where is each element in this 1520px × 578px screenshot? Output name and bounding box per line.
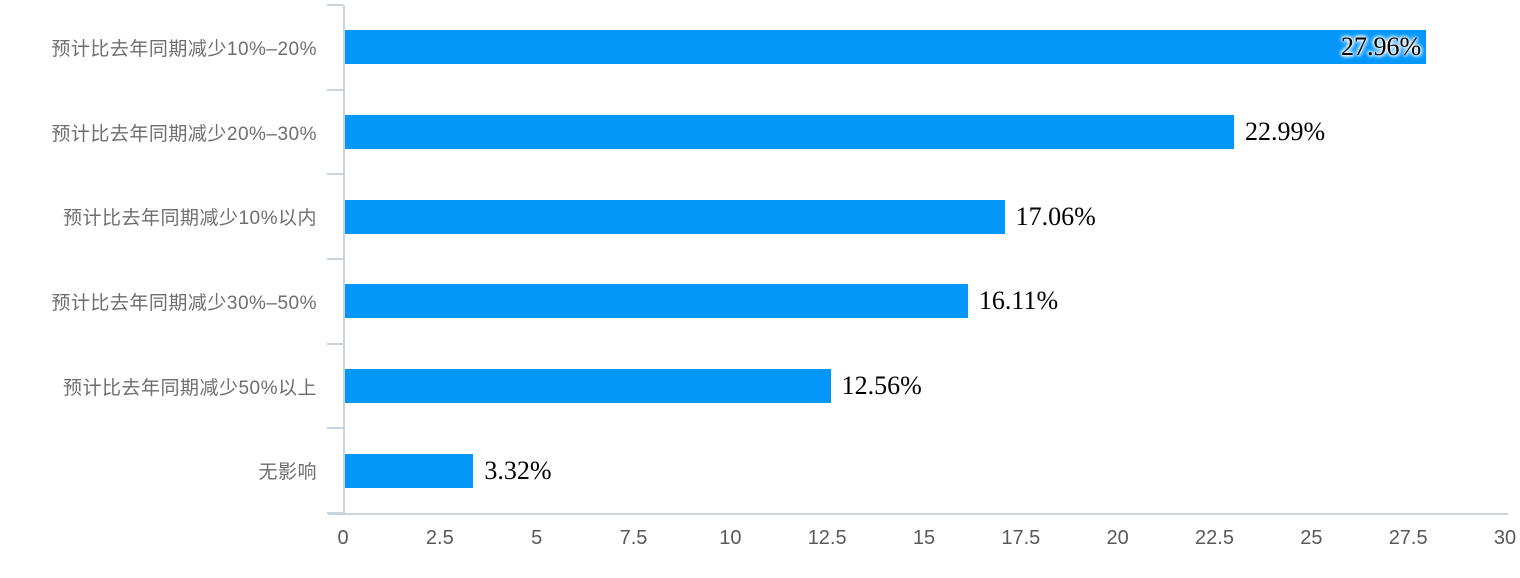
x-tick-label: 12.5 bbox=[807, 527, 847, 549]
category-label: 无影响 bbox=[258, 462, 317, 484]
x-axis-tick-labels: 0 2.5 5 7.5 10 12.5 15 17.5 20 22.5 25 27.5 30 bbox=[337, 521, 1516, 555]
bar-row: 12.56% bbox=[345, 344, 1505, 429]
bar bbox=[345, 369, 831, 404]
x-tick-label: 2.5 bbox=[425, 527, 454, 549]
x-tick-label: 10 bbox=[719, 527, 742, 549]
x-tick-label: 17.5 bbox=[1001, 527, 1041, 549]
y-axis-tick bbox=[327, 512, 343, 514]
bar-value-label: 22.99% bbox=[1244, 117, 1326, 146]
bar-row: 27.96% bbox=[345, 5, 1505, 90]
y-axis-tick bbox=[327, 88, 343, 91]
bar bbox=[345, 199, 1005, 234]
category-label: 预计比去年同期减少50%以上 bbox=[62, 377, 317, 399]
y-axis-tick bbox=[327, 342, 343, 345]
y-axis-tick bbox=[327, 173, 343, 176]
bar bbox=[345, 453, 474, 488]
y-axis-tick bbox=[327, 258, 343, 260]
bar-rows: 27.96% 22.99% 17.06% 16.11% 12.56% 3.32% bbox=[345, 5, 1505, 513]
x-tick-label: 15 bbox=[912, 527, 936, 549]
x-axis-line bbox=[328, 513, 1508, 515]
bar-value-label: 16.11% bbox=[978, 286, 1059, 316]
x-tick-label: 22.5 bbox=[1195, 527, 1234, 549]
category-label: 预计比去年同期减少20%–30% bbox=[51, 123, 317, 145]
x-tick-label: 30 bbox=[1493, 527, 1517, 549]
bar-value-label: 12.56% bbox=[841, 371, 922, 401]
x-tick-label: 0 bbox=[337, 527, 349, 549]
bar-row: 22.99% bbox=[345, 90, 1505, 175]
bar-value-label: 17.06% bbox=[1015, 201, 1096, 231]
bar-value-label: 3.32% bbox=[484, 455, 552, 485]
category-label: 预计比去年同期减少30%–50% bbox=[51, 292, 317, 314]
x-tick-label: 20 bbox=[1106, 527, 1129, 549]
plot-area: 27.96% 22.99% 17.06% 16.11% 12.56% 3.32% bbox=[327, 4, 1508, 515]
bar bbox=[345, 284, 968, 319]
x-tick-label: 27.5 bbox=[1388, 527, 1428, 549]
bar-value-label: 27.96% bbox=[1340, 32, 1422, 62]
bar bbox=[345, 115, 1234, 149]
category-label: 预计比去年同期减少10%以内 bbox=[62, 208, 317, 230]
category-labels: 预计比去年同期减少10%–20% 预计比去年同期减少20%–30% 预计比去年同期减… bbox=[0, 5, 317, 513]
category-label: 预计比去年同期减少10%–20% bbox=[51, 38, 317, 60]
y-axis-tick bbox=[327, 4, 343, 6]
bar-row: 17.06% bbox=[345, 174, 1505, 259]
bar: 27.96% bbox=[345, 30, 1427, 65]
y-axis-line bbox=[343, 5, 345, 513]
x-tick-label: 7.5 bbox=[619, 527, 648, 549]
x-tick-label: 25 bbox=[1300, 527, 1323, 549]
bar-row: 16.11% bbox=[345, 259, 1505, 344]
y-axis-tick bbox=[327, 427, 343, 430]
x-tick-label: 5 bbox=[531, 527, 543, 549]
bar-row: 3.32% bbox=[345, 428, 1505, 513]
